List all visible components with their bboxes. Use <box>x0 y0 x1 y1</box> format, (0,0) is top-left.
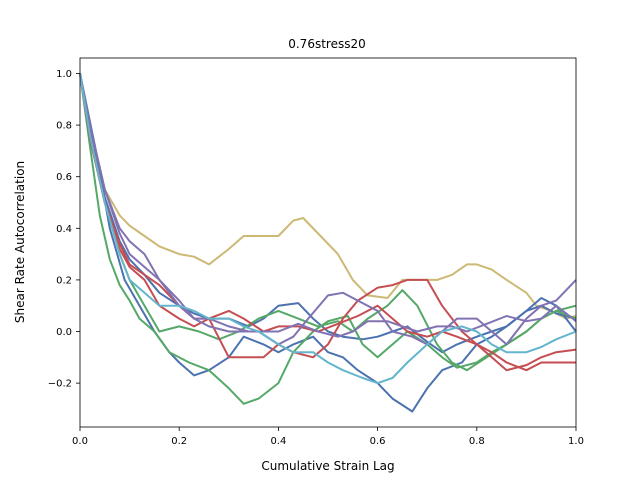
series-layer <box>79 73 577 413</box>
series-line-2 <box>79 73 577 354</box>
y-axis-label: Shear Rate Autocorrelation <box>13 161 27 323</box>
x-tick-label: 0.2 <box>171 436 187 447</box>
x-tick-label: 1.0 <box>568 436 584 447</box>
x-tick-label: 0.8 <box>469 436 485 447</box>
y-tick-label: 0.2 <box>56 275 72 286</box>
x-axis-label: Cumulative Strain Lag <box>261 459 394 473</box>
x-axis-ticks: 0.0 0.2 0.4 0.6 0.8 1.0 <box>72 427 584 447</box>
y-tick-label: 0.8 <box>56 121 72 132</box>
series-line-9 <box>79 73 577 346</box>
series-line-8 <box>79 73 577 338</box>
y-tick-label: 0.4 <box>56 224 72 235</box>
series-line-5 <box>79 73 577 372</box>
series-line-4 <box>79 73 577 405</box>
series-line-6 <box>79 73 577 372</box>
chart-title: 0.76stress20 <box>288 37 366 51</box>
plot-frame <box>79 57 577 428</box>
series-line-10 <box>79 73 577 385</box>
y-axis-ticks: −0.2 0.0 0.2 0.4 0.6 0.8 1.0 <box>48 69 80 390</box>
y-tick-label: 1.0 <box>56 69 72 80</box>
x-tick-label: 0.4 <box>270 436 286 447</box>
series-line-7 <box>79 73 576 372</box>
x-tick-label: 0.0 <box>72 436 88 447</box>
y-tick-label: −0.2 <box>48 379 72 390</box>
x-tick-label: 0.6 <box>370 436 386 447</box>
y-tick-label: 0.6 <box>56 172 72 183</box>
series-line-1 <box>79 73 577 320</box>
y-tick-label: 0.0 <box>56 327 72 338</box>
